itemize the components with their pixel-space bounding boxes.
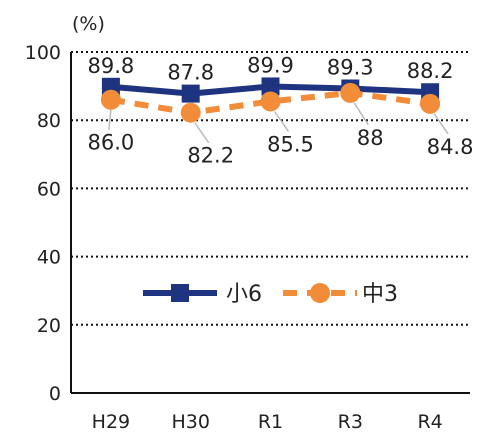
data-label-1-1: 82.2 bbox=[187, 144, 234, 168]
y-axis-ticks: 0 20 40 60 80 100 bbox=[25, 42, 61, 405]
marker-1-3 bbox=[340, 82, 361, 103]
leader-line-3 bbox=[353, 102, 369, 126]
legend-marker-0 bbox=[171, 284, 189, 302]
axes bbox=[70, 52, 470, 394]
x-tick-label-R4: R4 bbox=[417, 411, 442, 433]
series-1 bbox=[100, 82, 441, 123]
legend-marker-1 bbox=[310, 283, 330, 303]
leader-line-1 bbox=[194, 122, 210, 144]
data-label-0-0: 89.8 bbox=[88, 54, 135, 78]
y-tick-label-100: 100 bbox=[25, 42, 61, 64]
x-tick-label-H30: H30 bbox=[171, 411, 209, 433]
x-axis-ticks: H29 H30 R1 R3 R4 bbox=[92, 411, 443, 433]
y-tick-label-60: 60 bbox=[37, 178, 61, 200]
data-label-1-4: 84.8 bbox=[427, 135, 474, 159]
x-tick-label-R1: R1 bbox=[258, 411, 283, 433]
data-label-1-0: 86.0 bbox=[88, 131, 135, 155]
leader-line-4 bbox=[433, 113, 449, 135]
x-tick-label-H29: H29 bbox=[92, 411, 130, 433]
legend-label-0: 小6 bbox=[226, 282, 262, 307]
legend-item-1: 中3 bbox=[283, 282, 398, 307]
y-tick-label-20: 20 bbox=[37, 315, 61, 337]
gridlines bbox=[71, 51, 470, 326]
y-unit-label: (%) bbox=[72, 13, 105, 35]
data-label-0-1: 87.8 bbox=[167, 61, 214, 85]
marker-1-4 bbox=[420, 93, 441, 114]
legend: 小6 中3 bbox=[143, 282, 398, 307]
y-tick-label-40: 40 bbox=[37, 247, 61, 269]
leader-line-0 bbox=[108, 109, 112, 130]
data-label-0-2: 89.9 bbox=[247, 53, 294, 77]
data-label-1-2: 85.5 bbox=[267, 132, 314, 156]
data-label-0-4: 88.2 bbox=[407, 59, 454, 83]
leader-line-2 bbox=[273, 111, 290, 132]
marker-1-2 bbox=[260, 91, 281, 112]
data-label-1-3: 88 bbox=[357, 126, 384, 150]
marker-0-2 bbox=[261, 77, 280, 96]
y-tick-label-80: 80 bbox=[37, 110, 61, 132]
marker-1-0 bbox=[100, 89, 121, 110]
x-tick-label-R3: R3 bbox=[338, 411, 363, 433]
data-labels: 89.8 87.8 89.9 89.3 88.2 86.0 82.2 85.5 88 84.8 bbox=[88, 53, 474, 167]
data-label-0-3: 89.3 bbox=[327, 55, 374, 79]
series-layer bbox=[100, 77, 441, 123]
y-tick-label-0: 0 bbox=[49, 383, 61, 405]
legend-label-1: 中3 bbox=[362, 282, 398, 307]
marker-0-1 bbox=[181, 84, 200, 103]
marker-1-1 bbox=[180, 102, 201, 123]
legend-item-0: 小6 bbox=[143, 282, 262, 307]
series-line-1 bbox=[110, 89, 431, 116]
